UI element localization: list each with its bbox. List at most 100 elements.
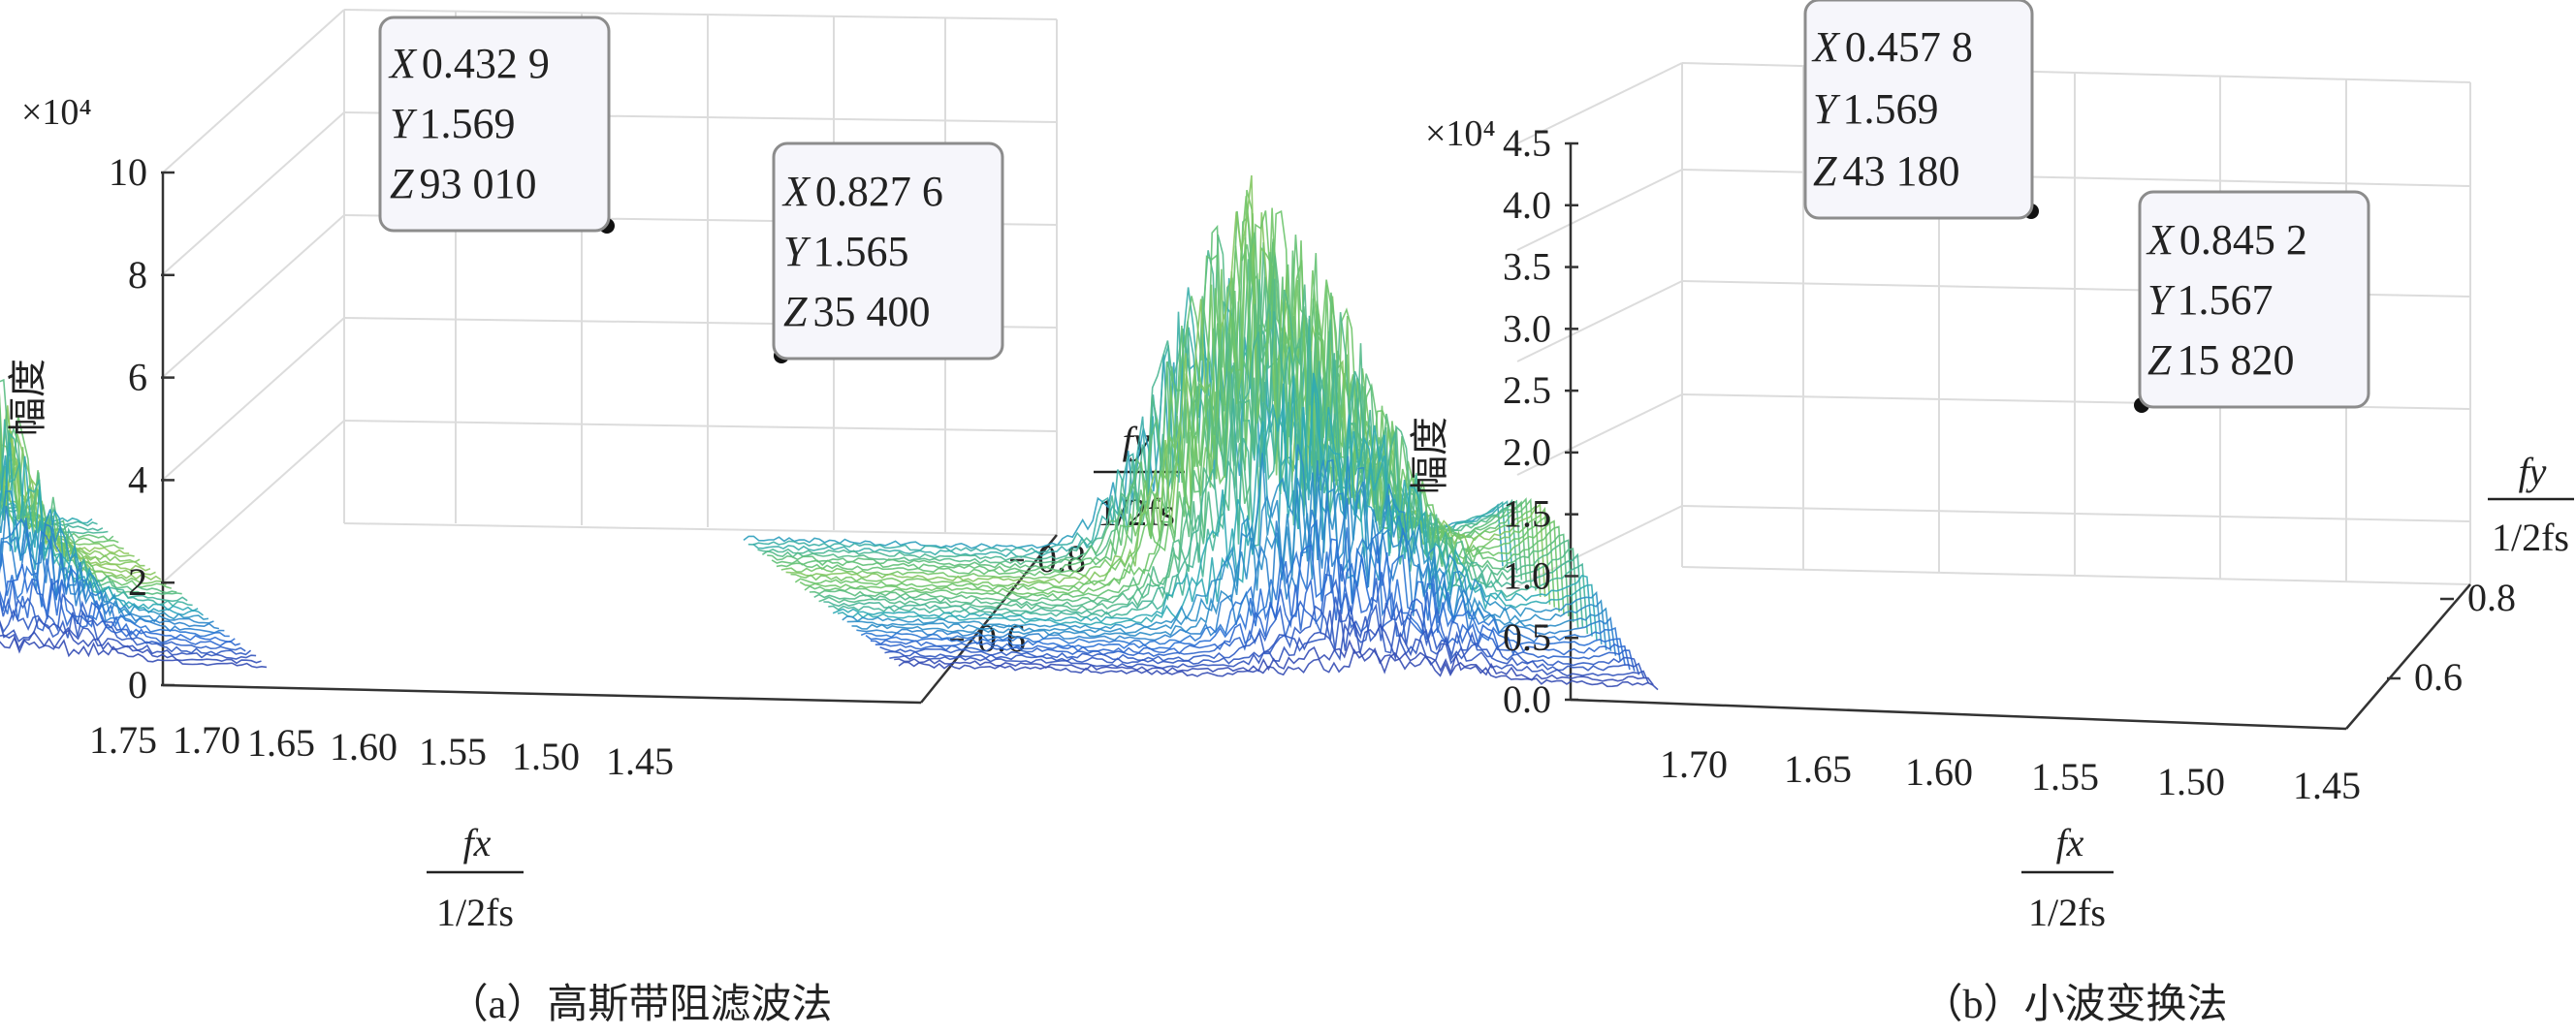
svg-text:Z93 010: Z 93 010: [390, 160, 536, 207]
chart-b-surface-row: [842, 444, 1603, 644]
chart-a-datatip-1-y: 1.569: [419, 100, 515, 147]
svg-text:Y1.569: Y 1.569: [1813, 85, 1938, 133]
chart-a-surface-row: [0, 505, 214, 624]
chart-b-surface-row: [846, 455, 1607, 650]
chart-b-datatip-2-y: 1.567: [2177, 276, 2273, 324]
chart-a-surface-row: [0, 553, 230, 638]
svg-text:Y1.567: Y 1.567: [2147, 276, 2273, 324]
chart-b-fx-tick-label: 1.70: [1660, 742, 1728, 786]
chart-b-surface-row: [865, 538, 1626, 666]
chart-b-surface-row: [898, 647, 1659, 691]
svg-text:Y1.569: Y 1.569: [390, 100, 515, 147]
chart-b-fx-label: fx 1/2fs: [2021, 821, 2114, 934]
chart-a-surface-row: [0, 442, 199, 612]
chart-a-fx-tick-label: 1.65: [247, 721, 315, 765]
chart-a-fx-numerator: fx: [463, 821, 492, 864]
chart-b-z-tick-label: 0.0: [1503, 677, 1551, 721]
chart-a-fx-denominator: 1/2fs: [436, 891, 514, 934]
chart-b-fx-tick-label: 1.50: [2157, 760, 2225, 803]
chart-a-datatip-1-x: 0.432 9: [422, 40, 550, 87]
chart-b-fy-denominator: 1/2fs: [2492, 516, 2569, 559]
chart-b-fx-tick-label: 1.45: [2293, 764, 2361, 807]
chart-a-fx-tick-label: 1.50: [512, 735, 580, 778]
chart-a-z-tick-label: 4: [128, 457, 147, 501]
chart-b-surface-row: [889, 620, 1650, 684]
chart-b-surface-row: [790, 196, 1551, 605]
chart-a-surface-row: [0, 529, 225, 634]
chart-b-fx-tick-label: 1.55: [2031, 755, 2099, 799]
chart-b: 0.0 0.5 1.0 1.5 2.0 2.5 3.0 3.5 4.0 4.5 1.70 1.65 1.…: [743, 0, 2574, 1027]
chart-b-z-tick-label: 3.5: [1503, 245, 1551, 289]
chart-a-surface-row: [0, 617, 257, 660]
chart-a-z-tick-label: 8: [128, 253, 147, 297]
svg-text:Z15 820: Z 15 820: [2147, 336, 2294, 384]
svg-text:X0.432 9: X 0.432 9: [388, 40, 550, 87]
chart-b-surface-row: [832, 373, 1593, 637]
chart-b-datatip-2-x: 0.845 2: [2179, 216, 2307, 264]
chart-a-surface-row: [0, 636, 268, 669]
chart-b-datatip-2[interactable]: X 0.845 2 Y 1.567 Z 15 820: [2138, 190, 2370, 409]
chart-a-surface-row: [0, 415, 173, 589]
chart-b-fx-tick-label: 1.60: [1905, 750, 1973, 794]
chart-a-datatip-2-x: 0.827 6: [815, 168, 943, 215]
chart-a-fx-tick-label: 1.75: [89, 718, 157, 762]
chart-a-datatip-2[interactable]: X 0.827 6 Y 1.565 Z 35 400: [772, 141, 1004, 361]
chart-b-z-tick-label: 4.0: [1503, 183, 1551, 227]
svg-text:Z35 400: Z 35 400: [783, 288, 930, 335]
chart-a-surface: [0, 378, 268, 669]
chart-a-surface-row: [0, 393, 182, 596]
chart-a-fx-tick-label: 1.60: [330, 725, 398, 769]
chart-b-surface-row: [809, 256, 1570, 616]
chart-b-fx-denominator: 1/2fs: [2028, 891, 2106, 934]
chart-a-datatip-2-z: 35 400: [812, 288, 930, 335]
chart-b-fy-tick-label: 0.6: [2414, 655, 2463, 699]
chart-b-surface-row: [875, 578, 1636, 672]
chart-b-surface: [743, 174, 1659, 691]
chart-a-z-exponent: ×10⁴: [21, 92, 92, 133]
chart-b-z-tick-label: 1.0: [1503, 553, 1551, 597]
chart-b-z-tick-label: 3.0: [1503, 306, 1551, 350]
chart-b-surface-row: [799, 210, 1560, 612]
chart-a-z-tick-label: 10: [109, 150, 147, 194]
chart-a-z-label: 幅度: [6, 359, 50, 436]
chart-b-datatip-1-y: 1.569: [1842, 85, 1938, 133]
chart-a-fx-tick-label: 1.45: [606, 739, 674, 783]
chart-a-z-tick-label: 6: [128, 356, 147, 399]
chart-b-z-tick-label: 4.5: [1503, 121, 1551, 165]
chart-b-fx-tick-label: 1.65: [1784, 747, 1852, 791]
chart-b-fx-numerator: fx: [2056, 821, 2084, 864]
svg-text:X0.845 2: X 0.845 2: [2146, 216, 2307, 264]
chart-a-datatip-1-z: 93 010: [419, 160, 536, 207]
chart-b-surface-row: [870, 564, 1631, 671]
chart-b-surface-row: [894, 639, 1654, 686]
chart-b-z-tick-label: 1.5: [1503, 492, 1551, 536]
chart-b-ticks: 0.0 0.5 1.0 1.5 2.0 2.5 3.0 3.5 4.0 4.5 1.70 1.65 1.…: [1503, 121, 2516, 807]
chart-a-surface-row: [0, 489, 209, 620]
chart-a-fx-tick-label: 1.70: [173, 718, 240, 762]
chart-b-fy-numerator: fy: [2519, 450, 2547, 493]
svg-text:X0.457 8: X 0.457 8: [1811, 23, 1973, 71]
chart-b-z-exponent: ×10⁴: [1425, 113, 1496, 154]
svg-text:X0.827 6: X 0.827 6: [781, 168, 943, 215]
chart-b-datatip-1[interactable]: X 0.457 8 Y 1.569 Z 43 180: [1803, 0, 2034, 220]
chart-b-axes: [1569, 143, 2471, 731]
chart-a-surface-row: [0, 378, 177, 594]
chart-a-surface-row: [0, 431, 188, 603]
chart-a-surface-row: [0, 629, 262, 665]
chart-a-fx-label: fx 1/2fs: [427, 821, 524, 934]
chart-a-fx-tick-label: 1.55: [419, 730, 487, 773]
chart-b-datatip-2-z: 15 820: [2177, 336, 2294, 384]
chart-a-datatip-1[interactable]: X 0.432 9 Y 1.569 Z 93 010: [378, 16, 611, 233]
chart-b-datatip-1-x: 0.457 8: [1845, 23, 1973, 71]
chart-a-caption: （a）高斯带阻滤波法: [448, 983, 833, 1027]
chart-b-caption: （b）小波变换法: [1922, 982, 2227, 1027]
chart-a-surface-row: [0, 593, 246, 652]
chart-a-surface-row: [0, 444, 141, 563]
chart-b-fy-tick-label: 0.8: [2467, 576, 2516, 619]
chart-a-surface-row: [0, 579, 240, 647]
chart-b-z-label: 幅度: [1408, 417, 1452, 494]
chart-b-fy-label: fy 1/2fs: [2488, 450, 2574, 559]
svg-text:Y1.565: Y 1.565: [783, 228, 908, 275]
chart-b-surface-row: [879, 596, 1640, 675]
